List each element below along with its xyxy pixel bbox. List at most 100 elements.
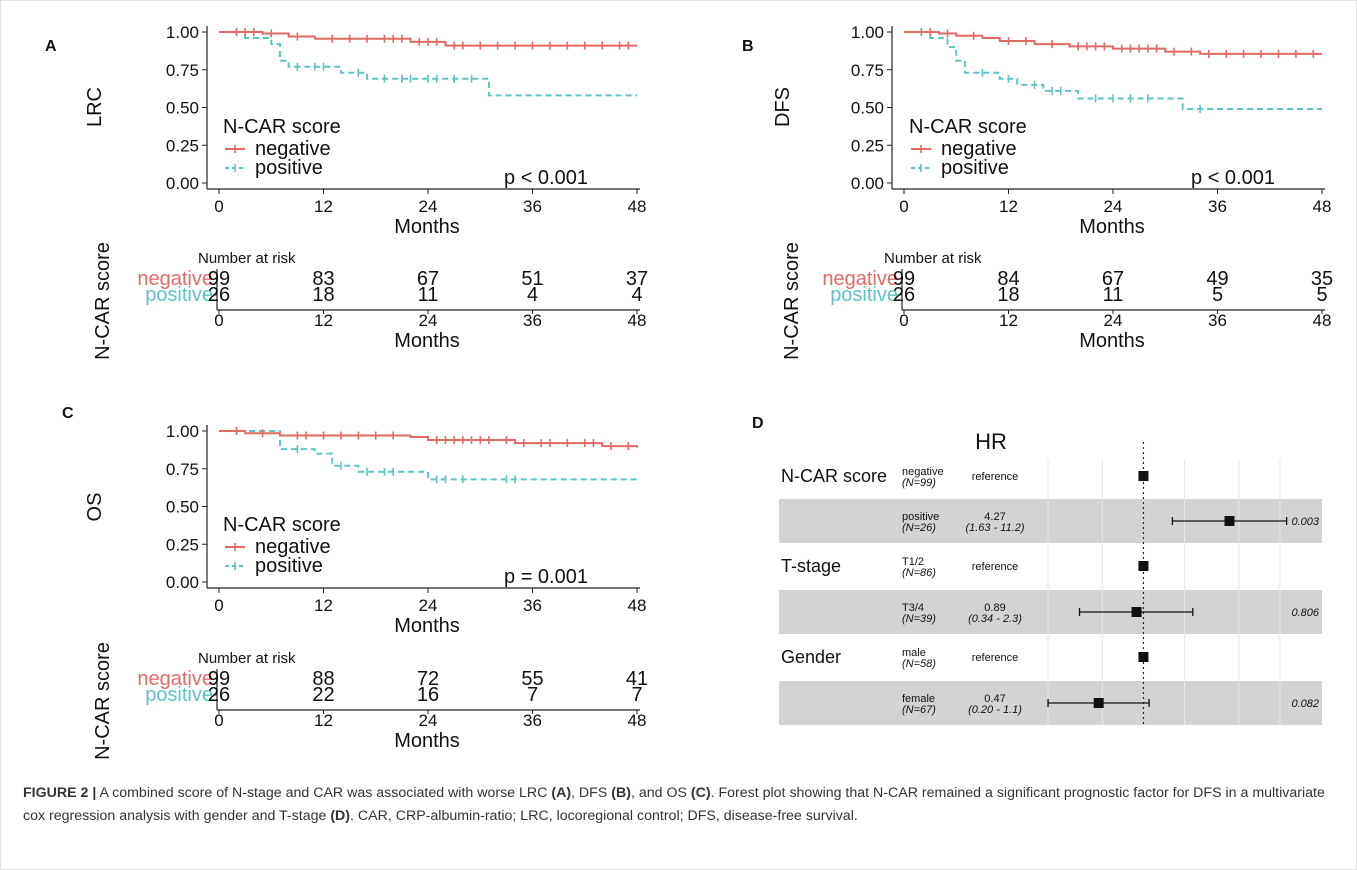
risk-count-negative-c: 99 [208,668,230,690]
risk-row-label-positive-c: positive [145,684,213,706]
legend-title-c: N-CAR score [223,514,341,536]
x-tick-label-c: 48 [628,596,647,615]
forest-hr-point [1224,516,1235,526]
legend-entry-positive-a: positive [255,157,323,179]
forest-level-label: male [902,647,926,659]
x-tick-label-b: 12 [999,197,1018,216]
forest-variable-label: T-stage [781,556,841,576]
caption-ref-d: (D) [330,808,351,824]
y-tick-label-b: 1.00 [851,23,884,42]
caption-text-3: , and OS [630,785,691,801]
y-tick-label-c: 0.75 [166,460,199,479]
y-tick-label-c: 0.00 [166,573,199,592]
risk-count-positive-c: 7 [631,684,642,706]
risk-x-axis-title-c: Months [394,730,460,752]
caption-text-2: , DFS [571,785,612,801]
y-tick-label-c: 0.25 [166,535,199,554]
risk-x-axis-title-b: Months [1079,330,1145,352]
km-curve-negative-b [904,31,1322,55]
risk-count-positive-b: 18 [997,284,1019,306]
caption-ref-b: (B) [611,785,631,801]
p-value-a: p < 0.001 [504,167,588,189]
risk-count-positive-a: 4 [631,284,642,306]
caption-ref-c: (C) [690,785,711,801]
y-tick-label-b: 0.25 [851,136,884,155]
forest-hr-point [1138,471,1149,481]
legend-entry-negative-b: negative [941,138,1017,160]
forest-ci-value: (0.34 - 2.3) [968,613,1022,625]
panel-label-c: C [62,405,74,422]
panel-a: A LRC 0.00 0.25 0.50 0.75 1.00 0 12 24 36 48 Months N… [45,23,648,360]
risk-count-negative-a: 51 [521,268,543,290]
x-tick-label-a: 36 [523,197,542,216]
legend-entry-positive-b: positive [941,157,1009,179]
forest-variable-label: Gender [781,647,841,667]
risk-count-negative-c: 88 [312,668,334,690]
risk-table-title-c: Number at risk [198,650,296,667]
risk-row-label-negative-a: negative [137,268,213,290]
x-tick-label-a: 48 [628,197,647,216]
y-tick-label-a: 0.50 [166,99,199,118]
risk-x-tick-label-a: 12 [314,311,333,330]
p-value-c: p = 0.001 [504,566,588,588]
forest-variable-label: N-CAR score [781,466,887,486]
x-tick-label-b: 48 [1313,197,1332,216]
risk-row-label-positive-b: positive [830,284,898,306]
forest-hr-value: reference [972,561,1018,573]
forest-p-value: 0.082 [1291,698,1319,710]
forest-level-label: female [902,693,935,705]
risk-x-tick-label-a: 24 [419,311,438,330]
risk-count-positive-a: 18 [312,284,334,306]
caption-ref-a: (A) [551,785,572,801]
panel-label-d: D [752,415,764,432]
forest-hr-point [1138,561,1149,571]
panel-label-a: A [45,38,57,55]
risk-count-negative-c: 72 [417,668,439,690]
risk-x-tick-label-b: 12 [999,311,1018,330]
forest-hr-point [1131,607,1142,617]
forest-header-hr: HR [975,429,1007,454]
forest-level-label: negative [902,466,944,478]
km-curve-positive-c [219,430,637,481]
forest-p-value: 0.806 [1291,607,1319,619]
risk-x-tick-label-b: 24 [1104,311,1123,330]
forest-n-label: (N=58) [902,658,936,670]
risk-row-label-negative-b: negative [822,268,898,290]
risk-count-negative-a: 67 [417,268,439,290]
risk-table-ylabel-b: N-CAR score [781,242,803,360]
forest-hr-point [1138,652,1149,662]
risk-count-positive-b: 5 [1212,284,1223,306]
risk-x-tick-label-c: 48 [628,711,647,730]
risk-x-tick-label-a: 0 [214,311,223,330]
caption-text-1: A combined score of N-stage and CAR was … [96,785,552,801]
risk-table-ylabel-c: N-CAR score [92,642,114,760]
forest-hr-value: 4.27 [984,511,1005,523]
forest-n-label: (N=99) [902,477,936,489]
figure-plot: A LRC 0.00 0.25 0.50 0.75 1.00 0 12 24 36 48 Months N… [45,23,1333,760]
risk-count-positive-a: 26 [208,284,230,306]
km-curve-positive-b [904,31,1322,111]
risk-x-tick-label-c: 0 [214,711,223,730]
risk-count-positive-a: 4 [527,284,538,306]
risk-x-tick-label-c: 36 [523,711,542,730]
y-tick-label-b: 0.00 [851,174,884,193]
y-axis-label-b: DFS [772,87,794,127]
y-tick-label-a: 1.00 [166,23,199,42]
risk-x-tick-label-c: 12 [314,711,333,730]
p-value-b: p < 0.001 [1191,167,1275,189]
caption-text-5: . CAR, CRP-albumin-ratio; LRC, locoregio… [350,808,858,824]
km-curve-negative-c [219,430,638,448]
risk-count-negative-a: 37 [626,268,648,290]
forest-ci-value: (0.20 - 1.1) [968,704,1022,716]
forest-hr-value: reference [972,471,1018,483]
risk-row-label-positive-a: positive [145,284,213,306]
caption-label: FIGURE 2 | [23,785,97,801]
x-axis-title-c: Months [394,615,460,637]
forest-hr-value: 0.47 [984,693,1005,705]
risk-x-tick-label-b: 48 [1313,311,1332,330]
y-axis-label-c: OS [84,493,106,522]
y-tick-label-c: 0.50 [166,498,199,517]
risk-count-positive-c: 7 [527,684,538,706]
risk-count-negative-a: 99 [208,268,230,290]
risk-count-positive-a: 11 [418,284,439,306]
